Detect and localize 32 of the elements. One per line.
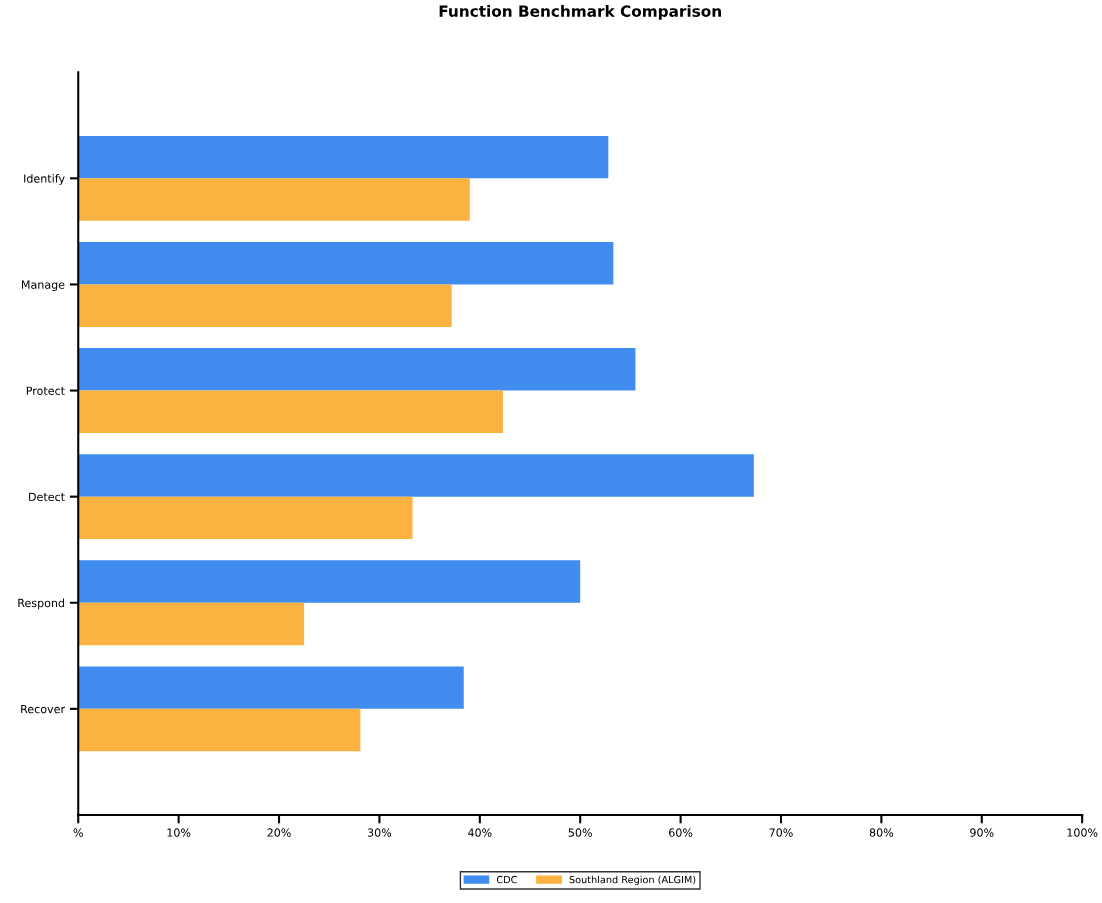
bar	[78, 560, 581, 603]
x-tick-label: %	[73, 828, 83, 837]
y-tick-label: Identify	[24, 174, 65, 185]
y-tick-label: Manage	[22, 280, 65, 291]
x-tick-label: 20%	[267, 828, 291, 837]
bar	[78, 390, 503, 433]
bar	[78, 178, 470, 221]
bar	[78, 348, 636, 391]
x-tick-label: 30%	[367, 828, 392, 837]
bar	[78, 666, 464, 709]
x-tick-label: 10%	[167, 828, 191, 837]
x-tick-label: 90%	[970, 828, 994, 837]
y-tick-label: Recover	[21, 704, 66, 714]
chart-title: Function Benchmark Comparison	[439, 5, 721, 20]
bar	[78, 708, 361, 752]
bar	[78, 242, 614, 285]
x-tick-label: 70%	[769, 828, 793, 837]
legend-label: Southland Region (ALGIM)	[569, 875, 696, 886]
y-tick-label: Respond	[18, 598, 65, 610]
bar	[78, 454, 754, 497]
bar	[78, 602, 305, 646]
x-tick-label: 100%	[1067, 828, 1098, 837]
bar	[78, 135, 609, 179]
x-tick-label: 50%	[568, 828, 592, 837]
x-tick-label: 60%	[669, 828, 693, 837]
bar	[78, 284, 452, 327]
x-tick-label: 40%	[468, 828, 492, 837]
bar	[78, 496, 413, 540]
legend-label: CDC	[496, 875, 517, 884]
y-tick-label: Protect	[26, 386, 65, 395]
x-tick-label: 80%	[869, 828, 894, 837]
y-tick-label: Detect	[29, 492, 65, 502]
